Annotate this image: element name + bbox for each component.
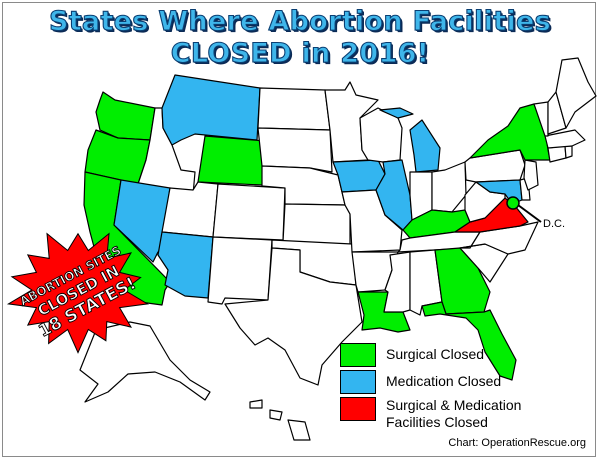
- state-maine: [555, 57, 597, 129]
- state-utah: [161, 181, 219, 238]
- legend-label-medication: Medication Closed: [386, 373, 502, 389]
- state-alaska: [79, 321, 211, 403]
- state-new-jersey: [523, 159, 539, 191]
- state-texas: [224, 247, 363, 386]
- legend-swatch-both: [340, 397, 376, 421]
- state-colorado: [212, 183, 286, 241]
- state-connecticut: [547, 145, 567, 163]
- page-title-line-1: States Where Abortion Facilities: [48, 5, 552, 37]
- legend-swatch-surgical: [340, 343, 376, 367]
- dc-label: D.C.: [543, 218, 565, 230]
- state-montana: [161, 74, 261, 146]
- legend-swatch-medication: [340, 370, 376, 394]
- state-massachusetts: [544, 129, 586, 149]
- legend-label-surgical: Surgical Closed: [386, 346, 485, 362]
- source-credit: Chart: OperationRescue.org: [448, 437, 586, 449]
- state-new-mexico: [207, 236, 273, 305]
- page-title-line-2: CLOSED in 2016!: [170, 37, 430, 69]
- state-north-dakota: [257, 87, 331, 131]
- state-kansas: [282, 203, 351, 246]
- dc-pointer: [517, 204, 542, 223]
- dc-marker: [506, 196, 520, 210]
- state-florida: [421, 301, 517, 381]
- state-rhode-island: [564, 145, 573, 159]
- state-hawaii: [249, 399, 311, 441]
- state-michigan: [379, 107, 441, 173]
- legend-label-both-line-2: Facilities Closed: [386, 414, 488, 430]
- state-south-dakota: [257, 127, 333, 173]
- legend-label-both-line-1: Surgical & Medication: [386, 397, 522, 413]
- state-vermont: [533, 101, 549, 137]
- starburst-badge: ABORTION SITES CLOSED IN 18 STATES!: [6, 232, 150, 354]
- state-wyoming: [197, 135, 266, 186]
